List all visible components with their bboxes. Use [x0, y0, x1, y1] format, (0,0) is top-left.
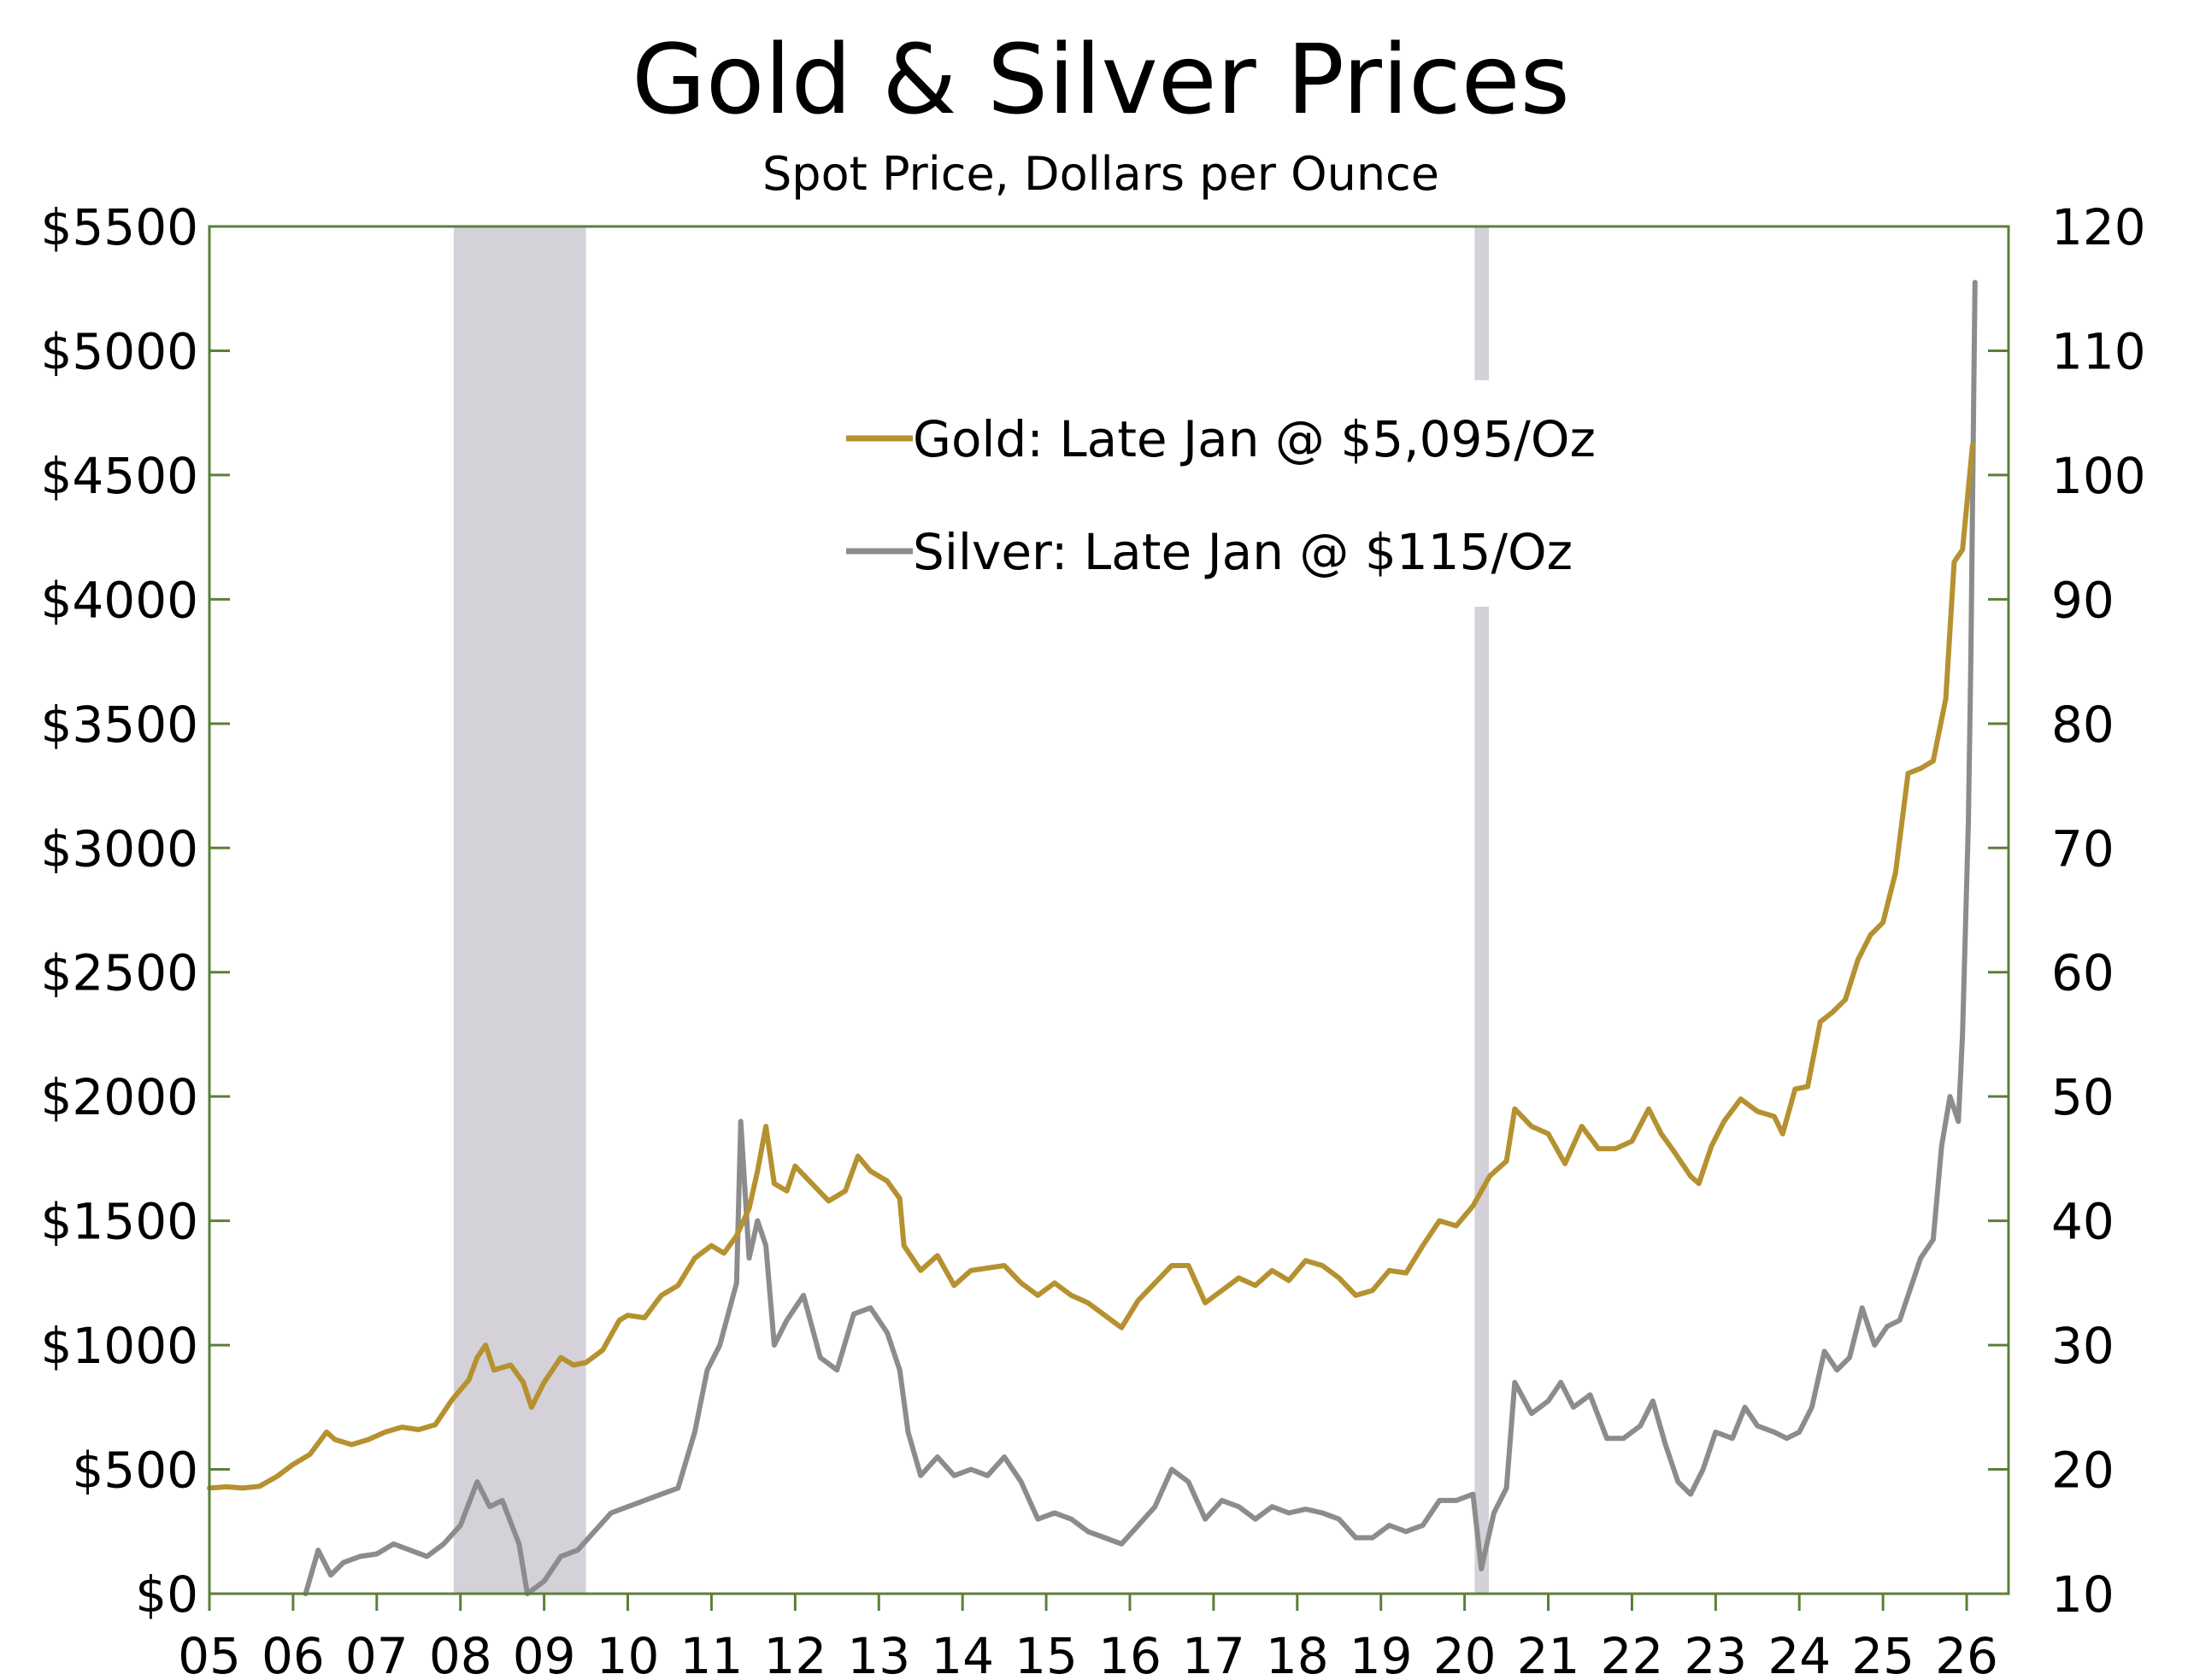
x-axis-tick-label: 23: [1684, 1627, 1747, 1680]
left-axis-tick-label: $3500: [40, 696, 198, 754]
silver-legend-label: Silver: Late Jan @ $115/Oz: [913, 523, 1573, 581]
right-axis-tick-label: 20: [2051, 1442, 2114, 1500]
x-axis-tick-label: 18: [1266, 1627, 1329, 1680]
gold-legend-label: Gold: Late Jan @ $5,095/Oz: [913, 410, 1596, 468]
recession-band-1: [453, 226, 586, 1594]
gold-price-line: [207, 443, 1975, 1491]
left-axis-tick-label: $4000: [40, 571, 198, 629]
chart-title: Gold & Silver Prices: [632, 25, 1570, 136]
x-axis-tick-label: 14: [931, 1627, 994, 1680]
legend-background: [842, 380, 1632, 607]
left-axis-tick-label: $500: [72, 1442, 198, 1500]
x-axis-tick-label: 16: [1098, 1627, 1162, 1680]
right-axis-tick-label: 120: [2051, 198, 2146, 256]
chart-subtitle: Spot Price, Dollars per Ounce: [762, 147, 1439, 201]
x-axis-tick-label: 24: [1767, 1627, 1831, 1680]
x-axis-tick-label: 12: [763, 1627, 826, 1680]
axis-ticks: $0 $500 $1000 $1500 $2000 $2500 $3000 $3500 $400…: [40, 198, 2145, 1680]
left-axis-tick-label: $2000: [40, 1068, 198, 1126]
left-axis-tick-label: $5500: [40, 198, 198, 256]
x-axis-tick-label: 11: [680, 1627, 744, 1680]
series-lines: [207, 279, 1978, 1596]
left-axis-tick-label: $2500: [40, 944, 198, 1002]
x-axis-tick-label: 25: [1851, 1627, 1914, 1680]
x-axis-tick-label: 05: [178, 1627, 241, 1680]
right-axis-tick-label: 90: [2051, 571, 2114, 629]
right-axis-tick-label: 70: [2051, 819, 2114, 878]
left-axis-tick-label: $1500: [40, 1193, 198, 1251]
x-axis-tick-label: 20: [1433, 1627, 1497, 1680]
left-axis-tick-label: $1000: [40, 1317, 198, 1375]
x-axis-tick-label: 19: [1350, 1627, 1413, 1680]
left-axis-tick-label: $4500: [40, 447, 198, 505]
right-axis-tick-label: 50: [2051, 1068, 2114, 1126]
right-axis-tick-label: 30: [2051, 1317, 2114, 1375]
right-axis-tick-label: 10: [2051, 1565, 2114, 1624]
x-axis-tick-label: 22: [1601, 1627, 1664, 1680]
legend: Gold: Late Jan @ $5,095/Oz Silver: Late J…: [842, 380, 1632, 607]
right-axis-tick-label: 80: [2051, 696, 2114, 754]
plot-frame: [208, 225, 2010, 1595]
right-axis-tick-label: 60: [2051, 944, 2114, 1002]
x-axis-tick-label: 21: [1517, 1627, 1580, 1680]
x-axis-tick-label: 17: [1182, 1627, 1245, 1680]
x-axis-tick-label: 06: [262, 1627, 325, 1680]
right-axis-tick-label: 40: [2051, 1193, 2114, 1251]
x-axis-tick-label: 26: [1935, 1627, 1998, 1680]
x-axis-tick-label: 08: [429, 1627, 492, 1680]
left-axis-tick-label: $0: [135, 1565, 198, 1624]
right-axis-tick-label: 110: [2051, 322, 2146, 380]
x-axis-tick-label: 15: [1015, 1627, 1078, 1680]
x-axis-tick-label: 13: [847, 1627, 910, 1680]
left-axis-tick-label: $3000: [40, 819, 198, 878]
x-axis-tick-label: 07: [345, 1627, 409, 1680]
x-axis-tick-label: 10: [597, 1627, 660, 1680]
x-axis-tick-label: 09: [513, 1627, 576, 1680]
left-axis-tick-label: $5000: [40, 322, 198, 380]
right-axis-tick-label: 100: [2051, 447, 2146, 505]
silver-price-line: [303, 279, 1978, 1596]
